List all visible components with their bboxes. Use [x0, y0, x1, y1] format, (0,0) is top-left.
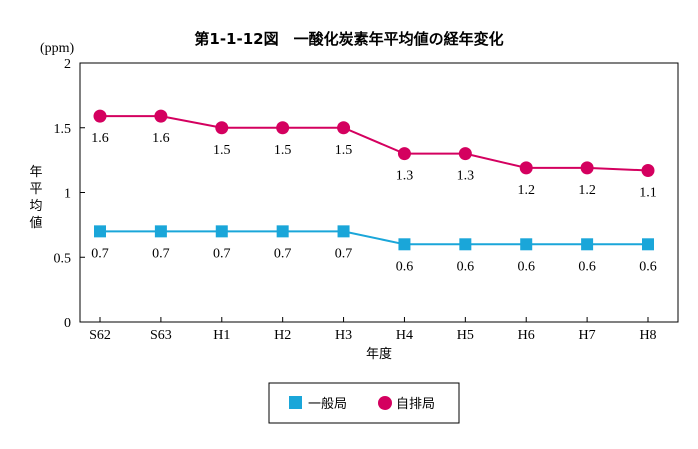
data-point — [337, 121, 351, 135]
data-label: 1.3 — [457, 169, 475, 184]
y-tick-label: 1.5 — [54, 122, 72, 137]
data-label: 0.6 — [457, 259, 475, 274]
data-point — [519, 161, 533, 175]
data-label: 1.6 — [91, 131, 109, 146]
x-tick-label: H8 — [639, 328, 656, 343]
data-label: 1.5 — [213, 143, 231, 158]
data-point — [154, 109, 168, 123]
y-axis-label-char: 値 — [29, 215, 42, 231]
y-tick-label: 0.5 — [54, 251, 72, 266]
data-point — [154, 225, 167, 238]
legend-label-ippankyoku: 一般局 — [308, 396, 347, 412]
series-group: 0.7 0.7 0.7 0.7 0.70.6 0.6 0.6 0.6 0.61.6 1.61.5 1… — [91, 109, 657, 274]
data-label: 0.7 — [152, 246, 170, 261]
x-tick-label: H3 — [335, 328, 352, 343]
data-label: 0.7 — [335, 246, 353, 261]
data-label: 0.6 — [639, 259, 657, 274]
data-point — [459, 238, 472, 251]
y-axis-label-char: 年 — [29, 165, 42, 180]
y-tick-label: 2 — [64, 57, 71, 72]
legend: 一般局 自排局 — [268, 382, 460, 424]
data-label: 0.7 — [91, 246, 109, 261]
x-tick-label: H2 — [274, 328, 291, 343]
data-label: 0.6 — [396, 259, 414, 274]
data-label: 1.2 — [578, 183, 596, 198]
data-point — [215, 225, 228, 238]
y-tick-label: 1 — [64, 187, 71, 202]
y-axis-label-char: 平 — [29, 182, 42, 197]
series-line — [100, 230, 648, 246]
data-point — [642, 238, 654, 251]
data-label: 1.5 — [335, 143, 353, 158]
x-tick-label: S63 — [150, 328, 172, 343]
y-tick-label: 0 — [64, 316, 71, 331]
data-point — [458, 147, 472, 161]
data-label: 1.3 — [396, 169, 414, 184]
data-point — [397, 147, 411, 161]
x-axis: S62 S63 H1 H2 H3 H4 H5 H6 H7 H8 — [89, 317, 657, 343]
data-point — [337, 225, 350, 238]
data-point — [641, 163, 655, 177]
data-label: 0.6 — [578, 259, 596, 274]
data-label: 0.7 — [274, 246, 292, 261]
x-axis-label: 年度 — [366, 346, 392, 362]
data-point — [94, 225, 106, 238]
series-line — [100, 115, 649, 172]
data-label: 1.2 — [517, 183, 535, 198]
legend-label-jihaikyoku: 自排局 — [396, 397, 435, 412]
x-tick-label: H5 — [457, 328, 474, 343]
chart-title: 第1-1-12図 一酸化炭素年平均値の経年変化 — [194, 30, 503, 48]
series-0: 0.7 0.7 0.7 0.7 0.7 0.6 0.6 0.6 0.6 0.6 — [91, 225, 657, 274]
data-label: 1.5 — [274, 143, 292, 158]
data-point — [581, 238, 594, 251]
y-axis-label: 年平均値 — [29, 165, 42, 231]
data-point — [520, 238, 533, 251]
data-point — [276, 225, 289, 238]
x-tick-label: H6 — [518, 328, 535, 343]
series-1: 1.6 1.6 1.5 1.5 1.5 1.3 1.3 1.2 1.2 1.1 — [91, 109, 657, 200]
y-axis-label-char: 均 — [29, 199, 42, 214]
data-point — [580, 161, 594, 175]
data-label: 1.6 — [152, 131, 170, 146]
data-label: 0.7 — [213, 246, 231, 261]
data-point — [93, 109, 107, 123]
data-label: 1.1 — [639, 185, 657, 200]
y-axis: 0 0.5 1 1.5 2 — [54, 57, 85, 331]
data-point — [215, 121, 229, 135]
data-label: 0.6 — [517, 259, 535, 274]
x-tick-label: S62 — [89, 328, 111, 343]
legend-marker-jihaikyoku — [378, 396, 392, 410]
x-tick-label: H1 — [213, 328, 230, 343]
data-point — [398, 238, 411, 251]
legend-marker-ippankyoku — [289, 396, 302, 409]
y-unit-label: (ppm) — [40, 41, 75, 56]
data-point — [276, 121, 290, 135]
x-tick-label: H7 — [579, 328, 596, 343]
x-tick-label: H4 — [396, 328, 413, 343]
